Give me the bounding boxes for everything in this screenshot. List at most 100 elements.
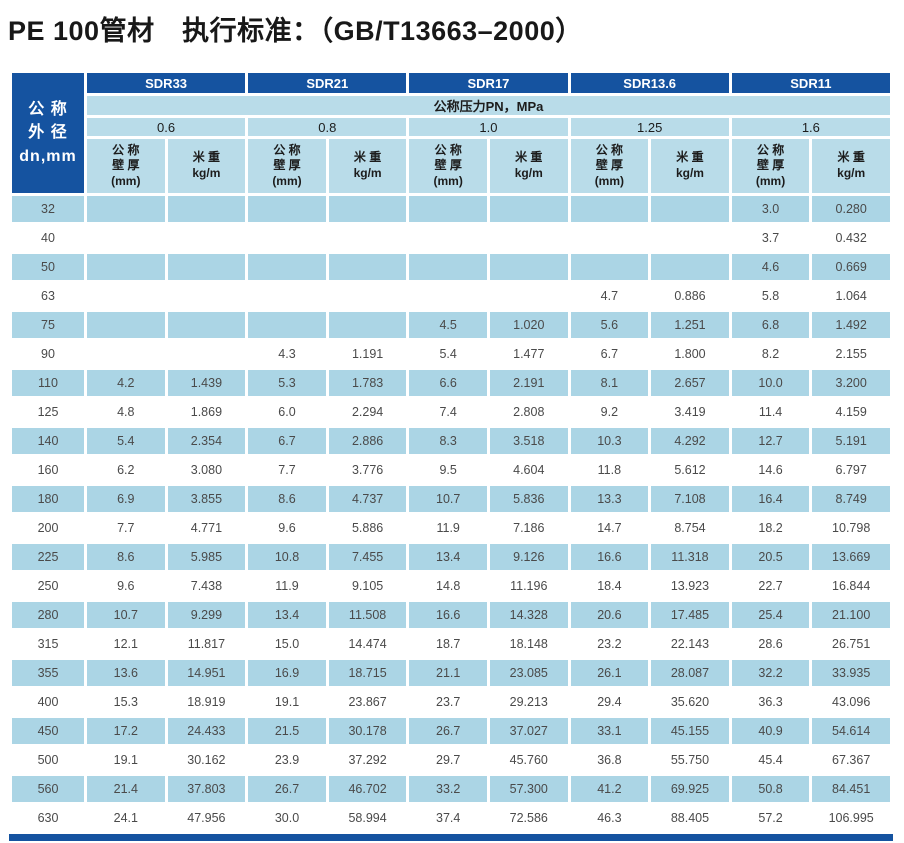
thickness-cell: 15.0 xyxy=(248,631,326,658)
thickness-cell: 13.3 xyxy=(570,486,649,513)
weight-cell xyxy=(167,312,246,339)
table-row: 40 3.7 0.432 xyxy=(12,225,890,252)
weight-cell: 57.300 xyxy=(489,776,568,803)
thickness-cell: 18.7 xyxy=(409,631,487,658)
thickness-header: 公 称 壁 厚 (mm) xyxy=(87,139,165,194)
weight-cell xyxy=(167,196,246,223)
weight-cell xyxy=(489,225,568,252)
weight-header: 米 重 kg/m xyxy=(167,139,246,194)
thickness-cell: 57.2 xyxy=(731,805,810,832)
thickness-cell: 33.2 xyxy=(409,776,487,803)
weight-cell: 7.455 xyxy=(328,544,407,571)
weight-cell xyxy=(651,196,729,223)
weight-cell: 72.586 xyxy=(489,805,568,832)
table-row: 315 12.1 11.817 15.0 14.474 18.7 18.148 23.2 22.… xyxy=(12,631,890,658)
weight-cell xyxy=(489,254,568,281)
thickness-header: 公 称 壁 厚 (mm) xyxy=(248,139,326,194)
thickness-cell: 6.8 xyxy=(731,312,810,339)
weight-cell: 1.191 xyxy=(328,341,407,368)
weight-cell xyxy=(328,312,407,339)
dn-cell: 140 xyxy=(12,428,84,455)
table-row: 32 3.0 0.280 xyxy=(12,196,890,223)
weight-cell: 1.783 xyxy=(328,370,407,397)
weight-cell: 3.776 xyxy=(328,457,407,484)
thickness-cell: 21.4 xyxy=(87,776,165,803)
table-row: 90 4.3 1.191 5.4 1.477 6.7 1.800 8.2 2.155 xyxy=(12,341,890,368)
weight-cell: 2.657 xyxy=(651,370,729,397)
thickness-cell: 5.4 xyxy=(87,428,165,455)
dn-cell: 40 xyxy=(12,225,84,252)
table-body: 32 3.0 0.280 40 3.7 0.432 50 4.6 0.669 63 4.7 0.886… xyxy=(12,196,890,832)
thickness-cell: 7.7 xyxy=(87,515,165,542)
thickness-header: 公 称 壁 厚 (mm) xyxy=(731,139,810,194)
thickness-cell: 20.6 xyxy=(570,602,649,629)
thickness-cell: 7.7 xyxy=(248,457,326,484)
thickness-cell: 25.4 xyxy=(731,602,810,629)
weight-header: 米 重 kg/m xyxy=(651,139,729,194)
thickness-cell: 40.9 xyxy=(731,718,810,745)
thickness-cell: 13.4 xyxy=(248,602,326,629)
dn-cell: 630 xyxy=(12,805,84,832)
thickness-cell xyxy=(570,225,649,252)
thickness-cell: 36.3 xyxy=(731,689,810,716)
weight-header: 米 重 kg/m xyxy=(812,139,890,194)
page-title: PE 100管材 执行标准：（GB/T13663–2000） xyxy=(8,16,583,46)
thickness-cell: 18.4 xyxy=(570,573,649,600)
thickness-cell: 37.4 xyxy=(409,805,487,832)
weight-cell xyxy=(328,283,407,310)
table-row: 50 4.6 0.669 xyxy=(12,254,890,281)
weight-cell xyxy=(167,225,246,252)
weight-cell: 11.318 xyxy=(651,544,729,571)
weight-cell: 58.994 xyxy=(328,805,407,832)
thickness-cell: 10.8 xyxy=(248,544,326,571)
thickness-cell: 11.9 xyxy=(248,573,326,600)
thickness-cell xyxy=(248,283,326,310)
weight-cell xyxy=(328,254,407,281)
pressure-value: 1.6 xyxy=(731,118,890,137)
weight-cell xyxy=(328,225,407,252)
thickness-cell: 11.9 xyxy=(409,515,487,542)
weight-cell: 21.100 xyxy=(812,602,890,629)
sdr-header: SDR33 xyxy=(87,73,246,94)
weight-cell: 1.020 xyxy=(489,312,568,339)
weight-cell: 4.292 xyxy=(651,428,729,455)
thickness-cell: 5.8 xyxy=(731,283,810,310)
pressure-value: 1.0 xyxy=(409,118,568,137)
thickness-cell: 24.1 xyxy=(87,805,165,832)
weight-cell: 1.492 xyxy=(812,312,890,339)
table-row: 160 6.2 3.080 7.7 3.776 9.5 4.604 11.8 5.612 14.6… xyxy=(12,457,890,484)
dn-cell: 200 xyxy=(12,515,84,542)
pressure-value: 0.8 xyxy=(248,118,407,137)
thickness-cell: 26.7 xyxy=(248,776,326,803)
weight-cell: 2.155 xyxy=(812,341,890,368)
thickness-cell: 17.2 xyxy=(87,718,165,745)
table-row: 250 9.6 7.438 11.9 9.105 14.8 11.196 18.4 13.923… xyxy=(12,573,890,600)
weight-cell: 5.191 xyxy=(812,428,890,455)
thickness-cell: 16.9 xyxy=(248,660,326,687)
thickness-cell: 21.5 xyxy=(248,718,326,745)
weight-cell: 2.294 xyxy=(328,399,407,426)
thickness-cell: 5.6 xyxy=(570,312,649,339)
weight-cell: 8.749 xyxy=(812,486,890,513)
weight-cell: 9.105 xyxy=(328,573,407,600)
weight-cell: 88.405 xyxy=(651,805,729,832)
table-row: 225 8.6 5.985 10.8 7.455 13.4 9.126 16.6 11.318 2… xyxy=(12,544,890,571)
thickness-cell: 14.8 xyxy=(409,573,487,600)
weight-cell: 18.148 xyxy=(489,631,568,658)
thickness-cell: 6.0 xyxy=(248,399,326,426)
weight-cell xyxy=(167,254,246,281)
weight-cell: 46.702 xyxy=(328,776,407,803)
weight-cell: 5.836 xyxy=(489,486,568,513)
weight-cell: 7.108 xyxy=(651,486,729,513)
table-row: 140 5.4 2.354 6.7 2.886 8.3 3.518 10.3 4.292 12.7… xyxy=(12,428,890,455)
pressure-value-row: 0.6 0.8 1.0 1.25 1.6 xyxy=(12,118,890,137)
pipe-spec-table: 公 称 外 径 dn,mm SDR33 SDR21 SDR17 SDR13.6 … xyxy=(9,70,893,834)
thickness-cell: 14.7 xyxy=(570,515,649,542)
weight-cell: 33.935 xyxy=(812,660,890,687)
sdr-header: SDR11 xyxy=(731,73,890,94)
dn-cell: 280 xyxy=(12,602,84,629)
thickness-cell: 33.1 xyxy=(570,718,649,745)
weight-cell: 8.754 xyxy=(651,515,729,542)
weight-cell: 13.923 xyxy=(651,573,729,600)
weight-cell: 1.477 xyxy=(489,341,568,368)
